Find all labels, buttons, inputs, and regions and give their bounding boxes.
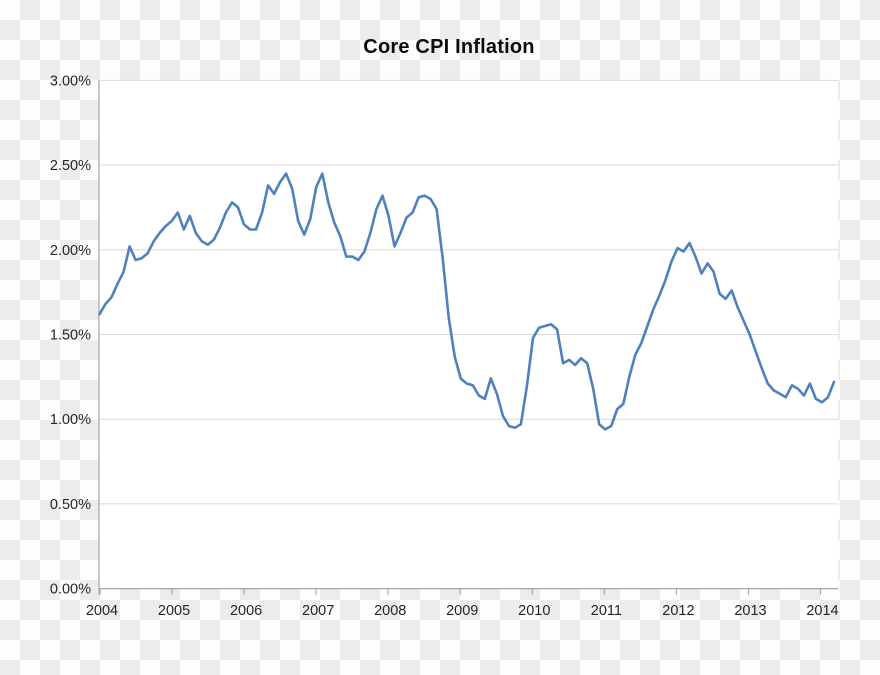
x-axis-tick-label: 2008: [374, 603, 406, 619]
data-line-core-cpi: [98, 172, 836, 431]
y-axis-tick-label: 0.00%: [50, 582, 91, 598]
x-axis-tick-label: 2012: [662, 603, 694, 619]
x-axis-tick-label: 2005: [158, 603, 190, 619]
x-axis-tick-label: 2004: [86, 603, 118, 619]
y-axis-tick-label: 1.50%: [50, 328, 91, 344]
x-axis-tick-label: 2010: [518, 603, 550, 619]
y-axis-tick-label: 2.50%: [50, 158, 91, 174]
x-axis-tick-label: 2014: [806, 603, 838, 619]
y-axis-tick-label: 0.50%: [50, 497, 91, 513]
x-axis-tick-label: 2006: [230, 603, 262, 619]
x-axis-tick-label: 2013: [734, 603, 766, 619]
x-axis-tick-label: 2007: [302, 603, 334, 619]
y-axis-tick-label: 3.00%: [50, 73, 91, 89]
chart-title: Core CPI Inflation: [363, 36, 535, 58]
y-axis-tick-label: 2.00%: [50, 243, 91, 259]
y-axis-tick-label: 1.00%: [50, 412, 91, 428]
x-axis-tick-label: 2011: [591, 603, 622, 619]
x-axis-tick-label: 2009: [446, 603, 478, 619]
